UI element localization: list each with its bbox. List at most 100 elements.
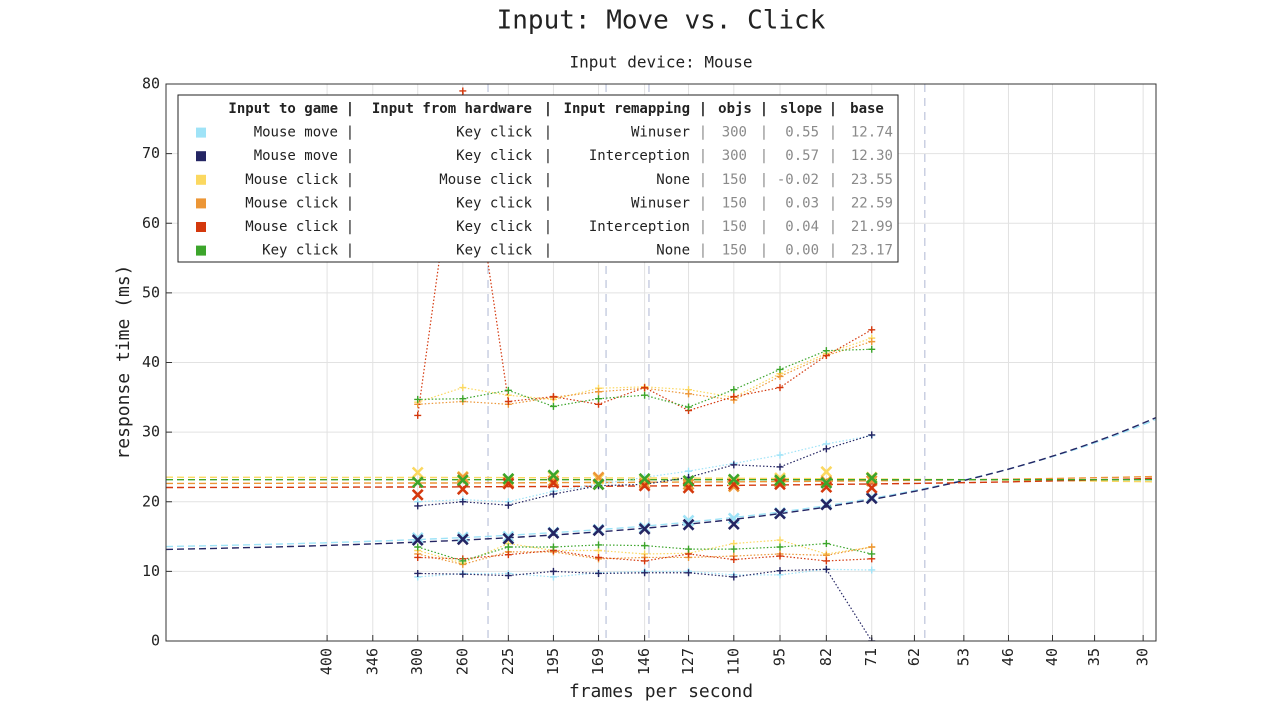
median-marker <box>774 478 786 491</box>
legend-objs: 150 <box>722 172 747 188</box>
legend-separator: | <box>544 219 552 235</box>
axes-frame <box>165 83 1157 642</box>
lower-marker <box>641 569 649 577</box>
lower-marker <box>868 566 876 574</box>
legend-swatch <box>196 151 206 162</box>
legend-input-from-hardware: Key click <box>456 219 532 235</box>
chart-subtitle: Input device: Mouse <box>569 53 752 72</box>
upper-marker <box>414 395 422 403</box>
legend-input-remapping: Interception <box>589 219 690 235</box>
legend-separator: | <box>544 101 552 117</box>
legend-separator: | <box>760 125 768 141</box>
legend-separator: | <box>829 101 837 117</box>
upper-marker <box>868 431 876 439</box>
lower-line <box>417 539 872 564</box>
legend-input-to-game: Mouse click <box>245 172 338 188</box>
legend-separator: | <box>829 243 837 259</box>
x-tick-label: 110 <box>724 648 742 675</box>
upper-marker <box>776 463 784 471</box>
x-tick-label: 146 <box>635 648 653 675</box>
x-tick-label: 62 <box>905 648 923 666</box>
x-tick-label: 46 <box>999 648 1017 666</box>
legend-slope: 0.55 <box>785 125 819 141</box>
legend-separator: | <box>699 219 707 235</box>
y-tick-label: 0 <box>151 632 160 650</box>
x-tick-label: 53 <box>954 648 972 666</box>
lower-marker <box>414 569 422 577</box>
legend-objs: 300 <box>722 125 747 141</box>
legend-separator: | <box>760 219 768 235</box>
x-tick-label: 400 <box>318 648 336 675</box>
lower-marker <box>504 551 512 559</box>
legend-separator: | <box>760 101 768 117</box>
median-marker <box>411 534 424 546</box>
lower-marker <box>549 543 557 551</box>
lower-marker <box>504 543 512 551</box>
median-marker <box>682 514 695 527</box>
legend-separator: | <box>699 125 707 141</box>
median-marker <box>547 469 560 482</box>
legend-objs: 150 <box>722 195 747 211</box>
legend-separator: | <box>346 148 354 164</box>
upper-marker <box>595 395 603 403</box>
upper-marker <box>641 384 649 392</box>
median-marker <box>865 472 878 484</box>
lower-marker <box>459 570 467 578</box>
upper-marker <box>685 390 693 398</box>
lower-marker <box>595 541 603 549</box>
upper-marker <box>868 345 876 353</box>
legend-swatch <box>196 174 206 185</box>
legend-slope: 0.03 <box>785 195 819 211</box>
lower-marker <box>730 556 738 564</box>
median-marker <box>820 498 833 511</box>
median-marker <box>456 483 469 496</box>
y-axis-label: response time (ms) <box>113 264 134 459</box>
median-marker <box>411 532 424 544</box>
y-tick-label: 20 <box>142 492 160 510</box>
lower-marker <box>641 542 649 550</box>
legend-input-from-hardware: Key click <box>456 243 532 259</box>
y-tick-label: 40 <box>142 353 160 371</box>
median-marker <box>592 478 605 491</box>
upper-marker <box>776 365 784 373</box>
lower-marker <box>776 567 784 575</box>
legend-separator: | <box>829 219 837 235</box>
median-marker <box>638 472 651 485</box>
legend-separator: | <box>760 148 768 164</box>
legend-separator: | <box>346 195 354 211</box>
plot-area <box>166 84 1156 641</box>
legend-swatch <box>196 127 206 138</box>
lower-marker <box>504 572 512 580</box>
x-tick-label: 346 <box>363 648 381 675</box>
legend: Input to game | Input from hardware | Input … <box>177 94 899 263</box>
median-marker <box>774 476 786 489</box>
legend-base: 23.55 <box>851 172 893 188</box>
legend-objs: 300 <box>722 148 747 164</box>
y-tick-label: 50 <box>142 283 160 301</box>
legend-separator: | <box>544 243 552 259</box>
lower-marker <box>459 557 467 565</box>
upper-marker <box>504 386 512 394</box>
lower-marker <box>822 540 830 548</box>
legend-separator: | <box>346 243 354 259</box>
x-tick-label: 71 <box>862 648 880 666</box>
median-marker <box>727 473 740 486</box>
legend-separator: | <box>829 172 837 188</box>
median-marker <box>502 532 515 545</box>
legend-separator: | <box>760 243 768 259</box>
upper-marker <box>868 326 876 334</box>
upper-marker <box>776 384 784 392</box>
lower-marker <box>776 552 784 560</box>
legend-input-from-hardware: Key click <box>456 148 532 164</box>
legend-input-from-hardware: Mouse click <box>439 172 532 188</box>
legend-input-from-hardware: Key click <box>456 195 532 211</box>
legend-objs: 150 <box>722 219 747 235</box>
median-marker <box>774 507 786 520</box>
legend-separator: | <box>829 195 837 211</box>
median-marker <box>592 524 605 537</box>
upper-marker <box>730 461 738 469</box>
legend-separator: | <box>699 172 707 188</box>
legend-separator: | <box>699 195 707 211</box>
legend-separator: | <box>699 243 707 259</box>
